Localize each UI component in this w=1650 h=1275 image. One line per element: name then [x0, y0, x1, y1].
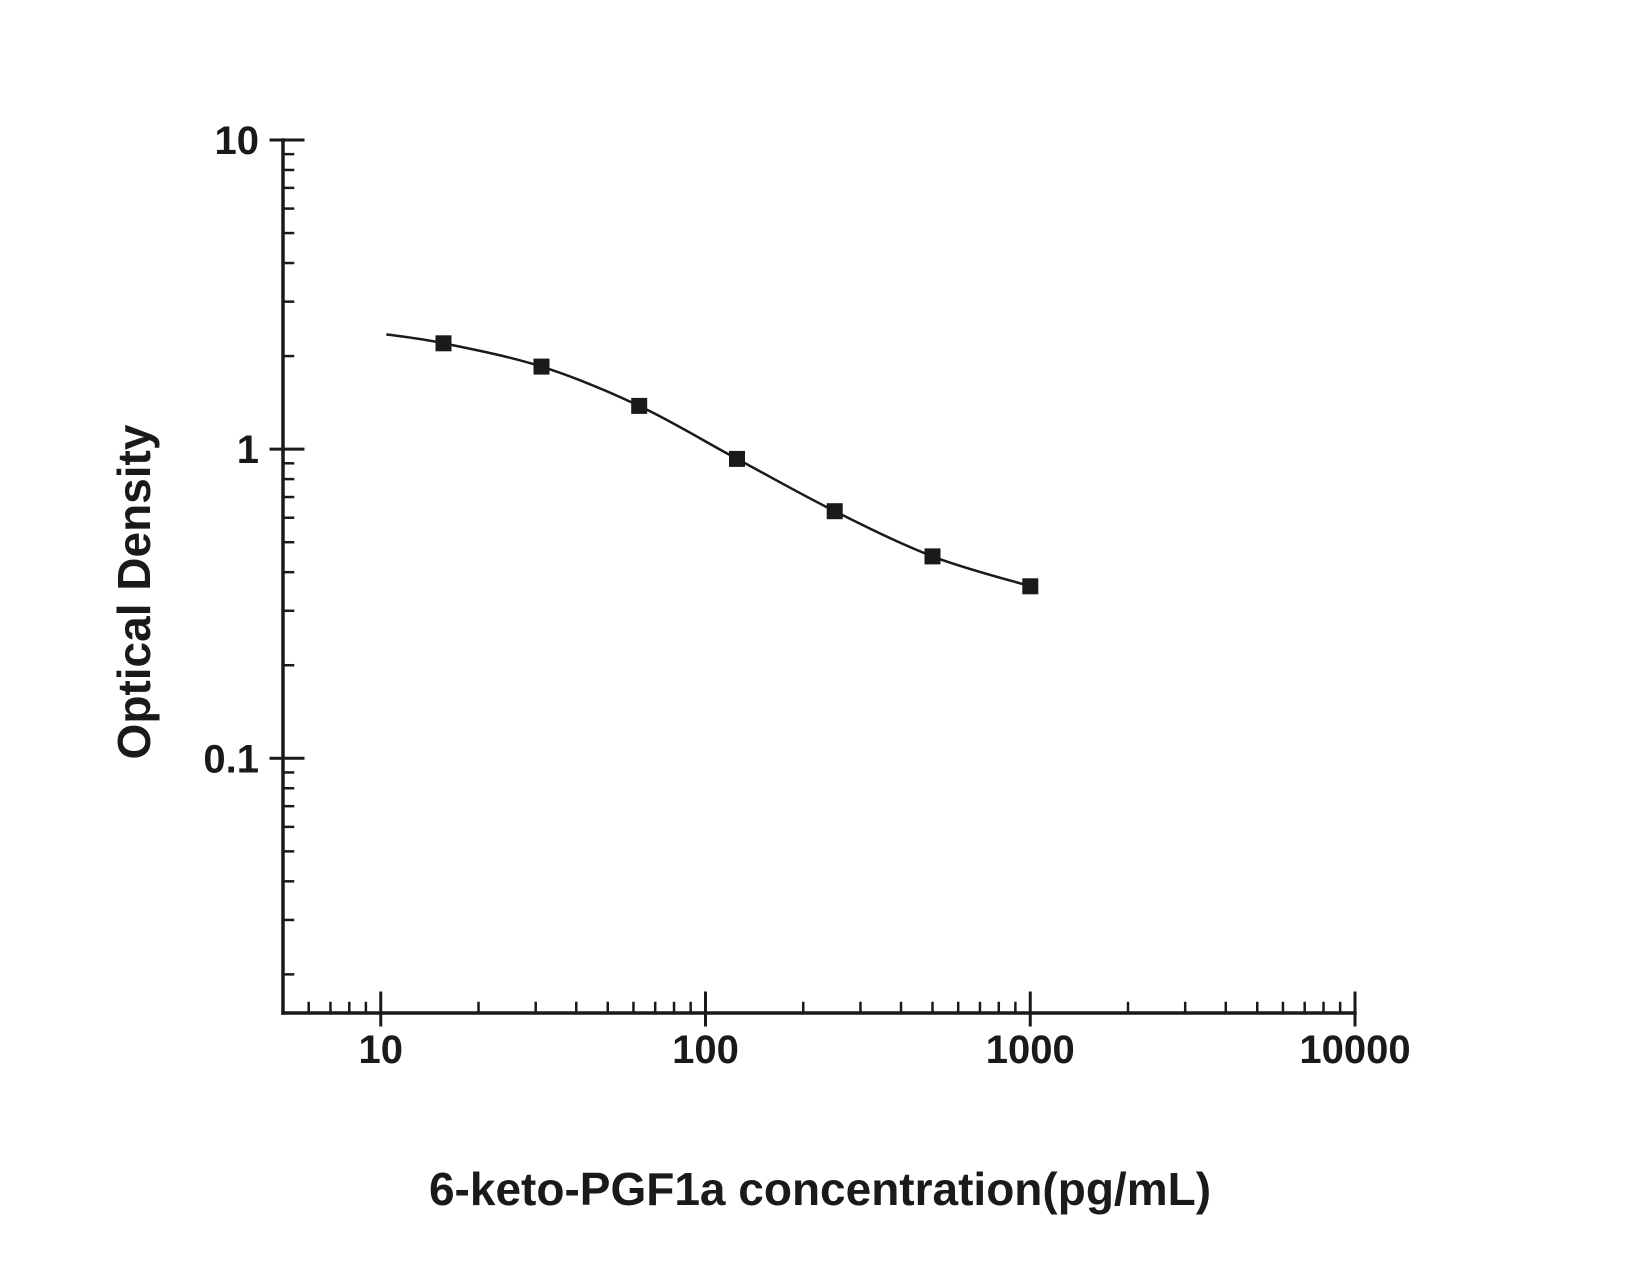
data-point-marker	[533, 358, 550, 375]
data-point-marker	[631, 397, 648, 414]
y-tick-label: 0.1	[203, 737, 259, 781]
x-axis-label: 6-keto-PGF1a concentration(pg/mL)	[429, 1163, 1211, 1215]
y-tick-label: 1	[237, 428, 259, 472]
data-point-marker	[924, 548, 941, 565]
x-tick-label: 100	[672, 1028, 739, 1072]
x-tick-label: 10	[359, 1028, 404, 1072]
data-point-marker	[435, 335, 452, 352]
plot-area: 10 100 1000 10000 0.1 1 10	[203, 119, 1410, 1072]
x-tick-label: 1000	[986, 1028, 1075, 1072]
data-point-marker	[729, 450, 745, 467]
y-axis-label: Optical Density	[108, 424, 160, 759]
data-point-marker	[1022, 578, 1039, 595]
y-tick-label: 10	[215, 119, 260, 163]
data-point-marker	[826, 503, 843, 520]
x-tick-label: 10000	[1299, 1028, 1410, 1072]
